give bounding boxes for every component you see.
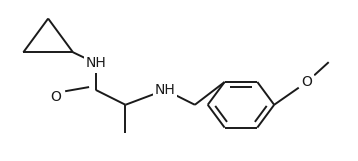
Text: NH: NH [155,83,175,97]
Text: O: O [50,90,62,104]
Text: O: O [301,75,312,89]
Text: NH: NH [85,56,106,70]
